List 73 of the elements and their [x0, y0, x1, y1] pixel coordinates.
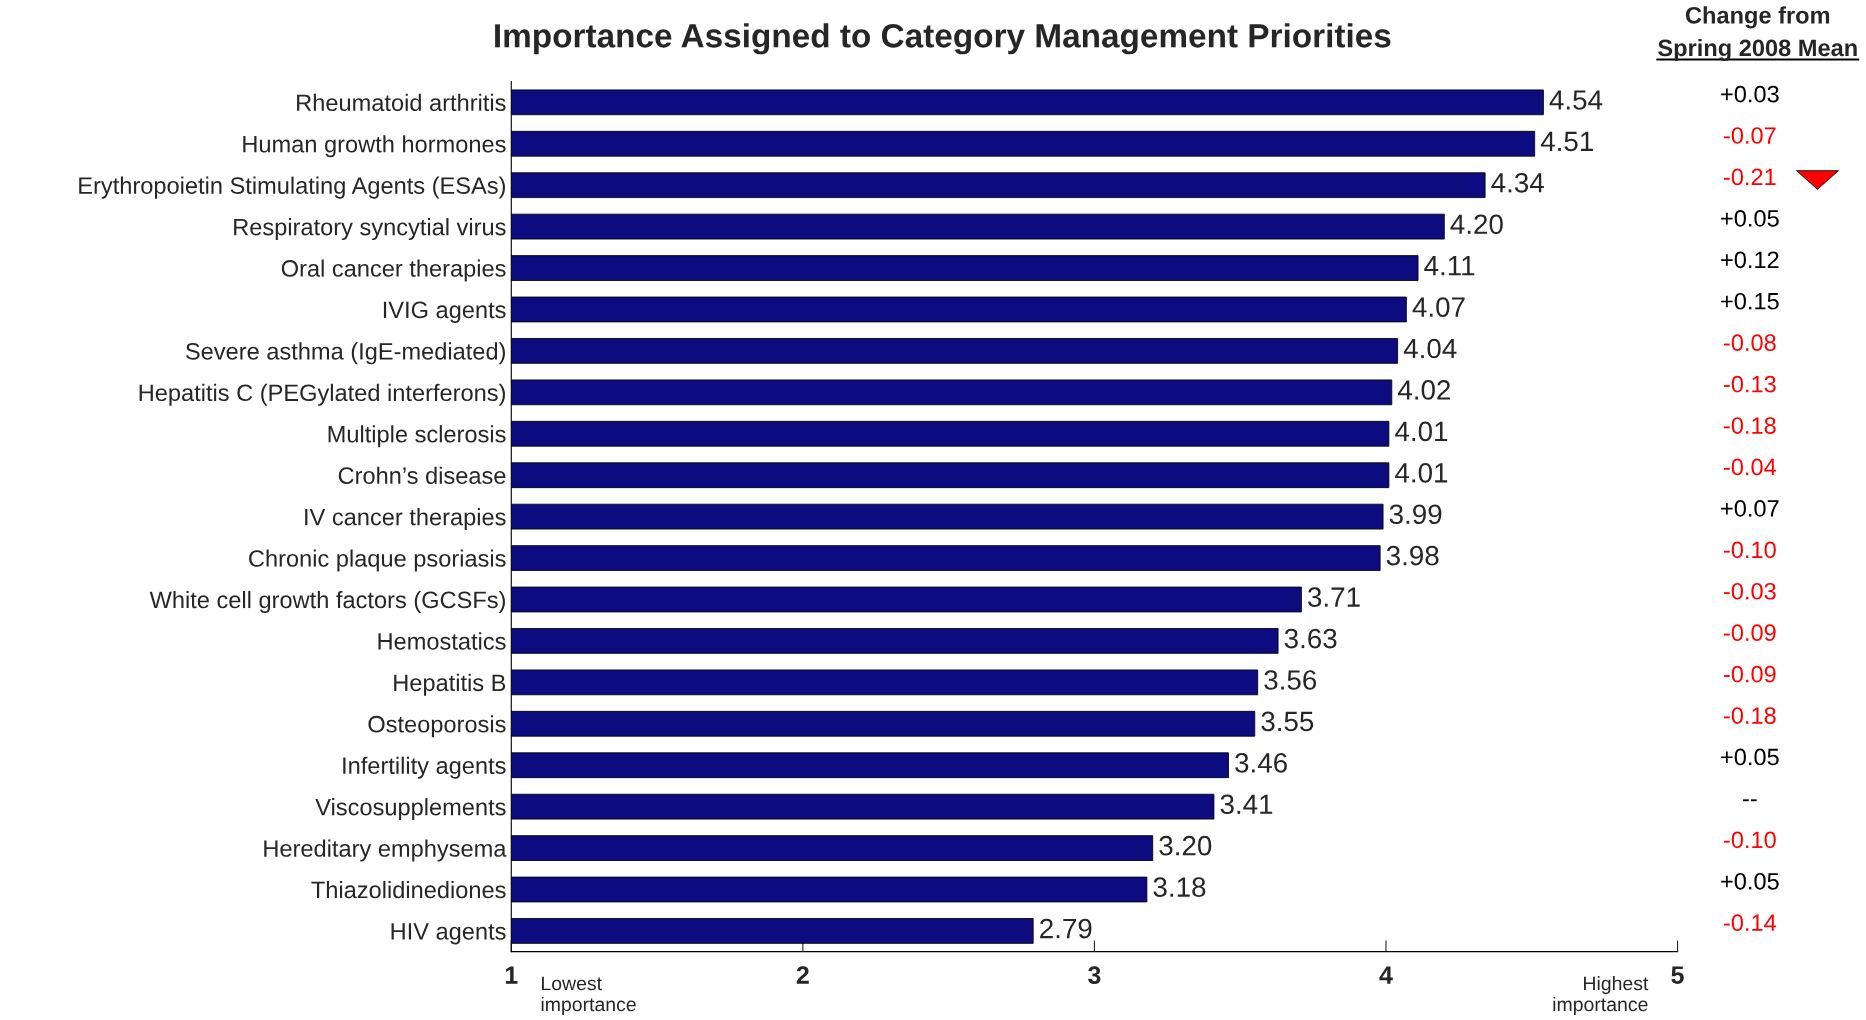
y-tick-label: IVIG agents [383, 301, 506, 323]
y-tick-label: Thiazolidinediones [311, 880, 506, 899]
text: -0.13 [1723, 375, 1776, 393]
text: -0.10 [1723, 831, 1776, 849]
text: +0.07 [1721, 500, 1779, 517]
data-label: 2.79 [1040, 918, 1092, 939]
y-tick-label: Chronic plaque psoriasis [249, 549, 506, 572]
y-tick-label: HIV agents [391, 923, 506, 945]
y-tick-label: Rheumatoid arthritis [297, 93, 506, 112]
text: Highest importance [1553, 976, 1649, 1016]
text: +0.12 [1721, 251, 1779, 269]
y-tick-label: Severe asthma (IgE-mediated) [186, 342, 505, 365]
y-tick-label: Multiple sclerosis [328, 425, 506, 448]
text: -0.14 [1723, 914, 1777, 932]
data-label: 3.99 [1389, 504, 1442, 525]
data-label: 3.56 [1264, 670, 1317, 690]
data-label: 3.20 [1159, 835, 1212, 856]
text: -0.04 [1723, 458, 1777, 476]
text: Change from [1685, 6, 1830, 29]
data-label: 4.51 [1540, 131, 1593, 152]
y-tick-label: Infertility agents [343, 756, 506, 779]
data-label: 3.46 [1235, 753, 1287, 773]
y-tick-label: Respiratory syncytial virus [234, 218, 506, 241]
x-tick-label: 5 [1671, 966, 1684, 984]
text: -0.03 [1723, 582, 1776, 600]
y-tick-label: White cell growth factors (GCSFs) [149, 590, 505, 613]
data-label: 4.11 [1424, 256, 1475, 276]
data-label: 4.07 [1412, 297, 1465, 317]
data-label: 4.01 [1395, 421, 1448, 442]
y-tick-label: Hepatitis C (PEGylated interferons) [139, 383, 505, 406]
text: Lowest importance [541, 976, 636, 1016]
y-tick-label: Hemostatics [378, 632, 506, 650]
y-tick-label: Crohn’s disease [338, 466, 506, 484]
text: +0.05 [1721, 748, 1779, 766]
data-label: 4.54 [1549, 90, 1603, 110]
data-label: 3.98 [1386, 545, 1439, 566]
text: -0.18 [1723, 707, 1776, 724]
text: -- [1743, 799, 1757, 802]
text: -0.09 [1723, 665, 1776, 683]
data-label: 3.63 [1284, 628, 1337, 649]
text: -0.08 [1723, 334, 1776, 352]
text: +0.05 [1721, 210, 1779, 227]
data-label: 4.02 [1398, 380, 1451, 400]
x-tick-label: 4 [1379, 966, 1393, 984]
y-tick-label: Oral cancer therapies [281, 259, 506, 282]
data-label: 3.18 [1153, 877, 1206, 897]
text: -0.07 [1723, 127, 1776, 144]
y-tick-label: Hereditary emphysema [264, 839, 507, 862]
data-label: 3.41 [1220, 794, 1273, 815]
text: +0.05 [1721, 872, 1779, 890]
x-tick-label: 3 [1088, 966, 1101, 984]
text: -0.18 [1723, 417, 1776, 434]
y-tick-label: IV cancer therapies [305, 508, 506, 531]
chart-title: Importance Assigned to Category Management Priorities [495, 23, 1391, 55]
x-tick-label: 1 [505, 966, 518, 984]
text: -0.09 [1723, 624, 1776, 642]
text: Spring 2008 Mean [1658, 38, 1857, 62]
y-tick-label: Viscosupplements [315, 798, 506, 821]
data-label: 4.34 [1491, 172, 1544, 193]
y-tick-label: Hepatitis B [394, 673, 506, 696]
data-label: 3.55 [1261, 711, 1314, 732]
text: -0.21 [1723, 168, 1776, 186]
text: +0.03 [1721, 85, 1779, 103]
y-tick-label: Osteoporosis [368, 715, 506, 738]
x-tick-label: 2 [796, 966, 809, 984]
text: -0.10 [1723, 541, 1776, 559]
text: +0.15 [1721, 292, 1779, 310]
data-label: 4.04 [1403, 338, 1457, 359]
y-tick-label: Erythropoietin Stimulating Agents (ESAs) [79, 176, 505, 199]
data-label: 4.20 [1450, 214, 1503, 235]
y-tick-label: Human growth hormones [243, 135, 506, 158]
data-label: 3.71 [1308, 587, 1360, 607]
data-label: 4.01 [1395, 462, 1448, 483]
